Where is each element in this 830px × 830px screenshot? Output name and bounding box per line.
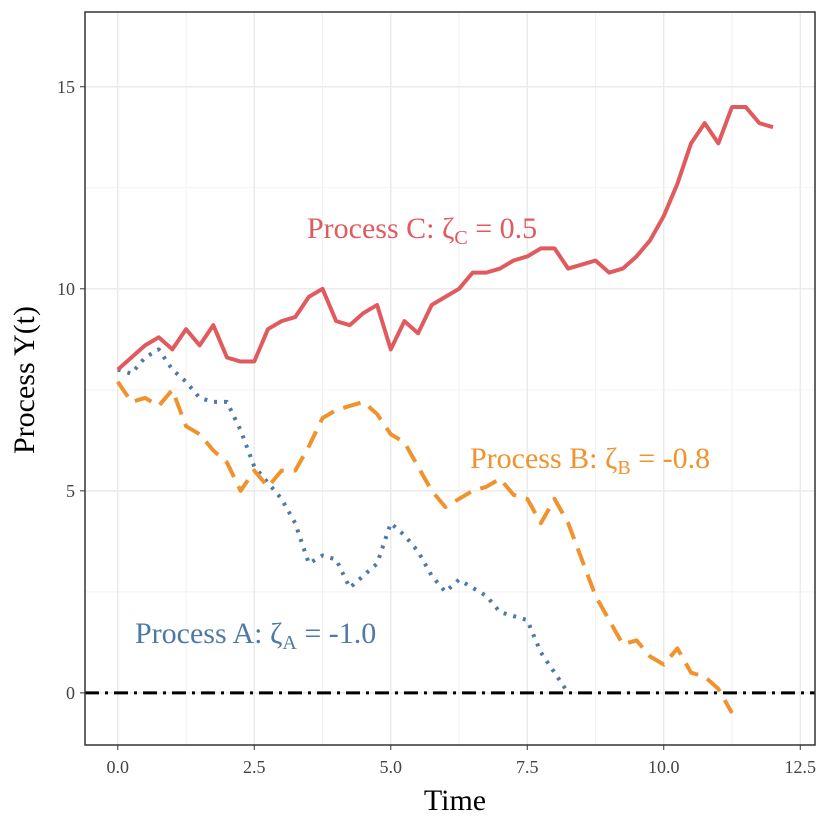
grid xyxy=(85,12,815,745)
y-axis-title: Process Y(t) xyxy=(8,306,41,454)
series-annotation: Process A: ζA = -1.0 xyxy=(135,617,376,654)
x-tick-label: 12.5 xyxy=(785,757,817,777)
y-tick-label: 0 xyxy=(66,683,75,703)
annotation-subscript: A xyxy=(282,632,297,654)
series-annotation: Process C: ζC = 0.5 xyxy=(307,212,537,249)
annotation-text: Process C: ζ xyxy=(307,212,454,245)
annotation-text: = 0.5 xyxy=(468,212,537,245)
series-annotation: Process B: ζB = -0.8 xyxy=(470,442,710,479)
x-tick-label: 10.0 xyxy=(648,757,680,777)
plot-border xyxy=(84,11,816,746)
y-tick-label: 5 xyxy=(66,481,75,501)
series-line xyxy=(117,347,570,694)
x-tick-label: 2.5 xyxy=(243,757,266,777)
y-tick-label: 10 xyxy=(57,279,75,299)
annotation-subscript: C xyxy=(454,227,467,249)
series-line xyxy=(116,104,774,372)
annotation-subscript: B xyxy=(617,457,630,479)
series-line xyxy=(116,380,734,715)
annotation-text: = -0.8 xyxy=(631,442,710,475)
y-tick-label: 15 xyxy=(57,77,75,97)
annotation-text: Process B: ζ xyxy=(470,442,617,475)
x-axis-title: Time xyxy=(424,784,486,817)
annotation-text: = -1.0 xyxy=(297,617,376,650)
x-tick-label: 5.0 xyxy=(380,757,403,777)
x-tick-label: 0.0 xyxy=(107,757,130,777)
annotation-text: Process A: ζ xyxy=(135,617,282,650)
x-tick-label: 7.5 xyxy=(516,757,539,777)
